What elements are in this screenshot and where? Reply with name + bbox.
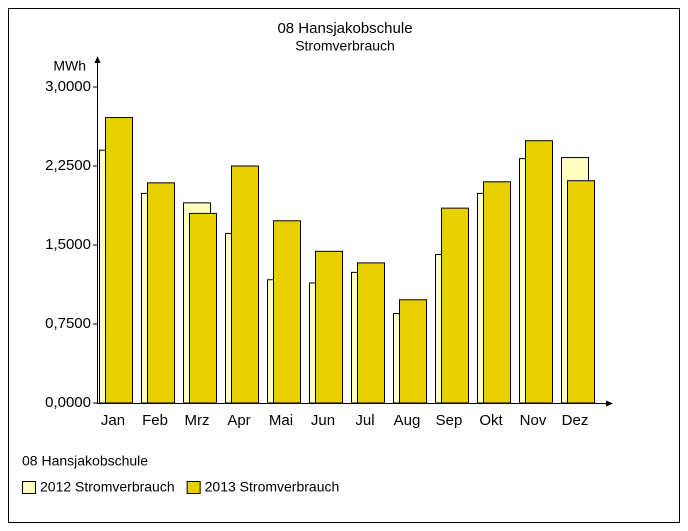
legend-label: 2012 Stromverbrauch <box>40 479 175 495</box>
bar <box>315 250 343 404</box>
bar <box>567 180 595 404</box>
x-axis-arrow <box>606 400 613 407</box>
y-tick-label: 2,2500 <box>45 157 91 174</box>
y-axis-arrow <box>94 56 101 63</box>
x-tick-label: Jul <box>355 412 374 429</box>
y-tick-label: 3,0000 <box>45 78 91 95</box>
x-tick-label: Jun <box>311 412 335 429</box>
x-tick-label: Sep <box>436 412 463 429</box>
y-tick-label: 0,7500 <box>45 315 91 332</box>
x-tick-label: Mrz <box>185 412 210 429</box>
legend-swatch <box>186 481 201 494</box>
bar <box>525 140 553 404</box>
y-tick-label: 1,5000 <box>45 236 91 253</box>
x-tick-label: Okt <box>479 412 503 429</box>
legend-swatch <box>22 481 36 494</box>
bar <box>105 117 133 404</box>
legend-title: 08 Hansjakobschule <box>22 453 148 469</box>
x-tick-label: Feb <box>142 412 168 429</box>
x-tick-label: Jan <box>101 412 125 429</box>
bar <box>399 299 427 404</box>
bar <box>231 165 259 404</box>
y-tick-label: 0,0000 <box>45 394 91 411</box>
y-axis-label: MWh <box>53 58 86 74</box>
chart-subtitle: Stromverbrauch <box>295 38 395 54</box>
bar <box>273 220 301 404</box>
legend-label: 2013 Stromverbrauch <box>205 479 340 495</box>
bar <box>483 181 511 404</box>
x-tick-label: Dez <box>562 412 589 429</box>
x-tick-label: Apr <box>227 412 250 429</box>
x-tick-label: Nov <box>520 412 547 429</box>
chart-title: 08 Hansjakobschule <box>277 20 412 37</box>
x-tick-label: Mai <box>269 412 293 429</box>
bar <box>147 182 175 404</box>
bar <box>357 262 385 404</box>
bar <box>441 207 469 404</box>
x-tick-label: Aug <box>394 412 421 429</box>
bar <box>189 212 217 404</box>
